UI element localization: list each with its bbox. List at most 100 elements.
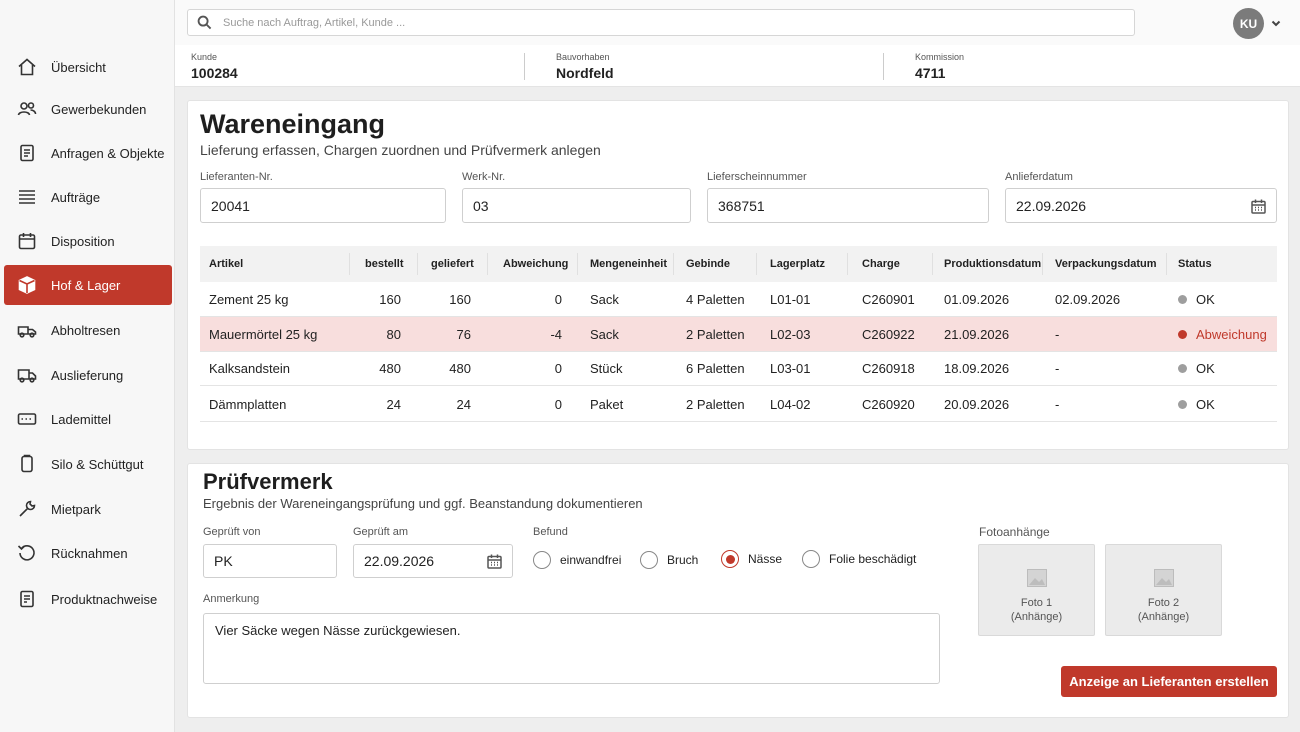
cell-gebinde: 2 Paletten (686, 327, 745, 342)
radio-label: Folie beschädigt (829, 552, 917, 566)
chevron-down-icon[interactable] (1270, 16, 1282, 28)
geprueft-von-value: PK (214, 553, 233, 569)
radio-label: Nässe (748, 552, 783, 566)
divider (417, 253, 418, 275)
column-header[interactable]: Charge (862, 258, 900, 270)
calendar-icon (17, 231, 37, 251)
sidebar-item-abholtresen[interactable]: Abholtresen (4, 310, 172, 350)
radio-circle[interactable] (533, 551, 551, 569)
context-value: 100284 (191, 65, 238, 81)
sidebar-item-gewerbekunden[interactable]: Gewerbekunden (4, 89, 172, 129)
column-header[interactable]: bestellt (365, 258, 404, 270)
radio-folie-beschaedigt[interactable]: Folie beschädigt (802, 550, 916, 568)
column-header[interactable]: Verpackungsdatum (1055, 258, 1157, 270)
column-header[interactable]: Mengeneinheit (590, 258, 668, 270)
sidebar-item-hof-lager[interactable]: Hof & Lager (4, 265, 172, 305)
column-header[interactable]: Lagerplatz (770, 258, 826, 270)
cell-geliefert: 160 (449, 292, 471, 307)
lieferschein-field[interactable]: 368751 (707, 188, 989, 223)
radio-circle[interactable] (640, 551, 658, 569)
context-value: 4711 (915, 65, 946, 81)
divider (1042, 253, 1043, 275)
cell-bestellt: 80 (386, 327, 401, 342)
column-header[interactable]: Abweichung (503, 258, 569, 270)
silo-icon (17, 454, 37, 474)
photo-attachment[interactable]: Foto 1 (Anhänge) (978, 544, 1095, 636)
radio-bruch[interactable]: Bruch (640, 551, 698, 569)
avatar[interactable]: KU (1233, 8, 1264, 39)
calendar-icon[interactable] (486, 553, 503, 570)
status-badge: Abweichung (1178, 317, 1267, 352)
divider (756, 253, 757, 275)
page-subtitle: Lieferung erfassen, Chargen zuordnen und… (200, 142, 601, 158)
pallet-icon (17, 409, 37, 429)
geprueft-am-field[interactable]: 22.09.2026 (353, 544, 513, 578)
werk-field[interactable]: 03 (462, 188, 691, 223)
context-label: Kunde (191, 52, 218, 62)
sidebar-item-label: Anfragen & Objekte (51, 145, 165, 161)
sidebar-item-ruecknahmen[interactable]: Rücknahmen (4, 533, 172, 573)
status-text: OK (1196, 361, 1215, 376)
return-icon (17, 543, 37, 563)
lieferant-field[interactable]: 20041 (200, 188, 446, 223)
cell-geliefert: 480 (449, 361, 471, 376)
table-header: Artikel bestellt geliefert Abweichung Me… (200, 246, 1277, 282)
sidebar-item-label: Aufträge (51, 189, 101, 205)
table-row[interactable]: Kalksandstein 480 480 0 Stück 6 Paletten… (200, 351, 1277, 386)
radio-circle[interactable] (802, 550, 820, 568)
photo-title: Foto 2 (1147, 597, 1180, 609)
cell-produktionsdatum: 01.09.2026 (944, 292, 1010, 307)
status-text: Abweichung (1196, 327, 1267, 342)
search-input[interactable] (223, 16, 1103, 29)
sidebar-item-mietpark[interactable]: Mietpark (4, 489, 172, 529)
geprueft-von-field[interactable]: PK (203, 544, 337, 578)
context-kommission: Kommission 4711 (915, 52, 964, 81)
sidebar-item-uebersicht[interactable]: Übersicht (4, 47, 172, 87)
table-row[interactable]: Zement 25 kg 160 160 0 Sack 4 Paletten L… (200, 282, 1277, 317)
sidebar-item-produktnachweise[interactable]: Produktnachweise (4, 579, 172, 619)
divider (577, 253, 578, 275)
sidebar-item-anfragen[interactable]: Anfragen & Objekte (4, 133, 172, 173)
cell-einheit: Paket (590, 397, 624, 412)
radio-circle-selected[interactable] (721, 550, 739, 568)
radio-label: Bruch (667, 553, 699, 567)
cell-produktionsdatum: 21.09.2026 (944, 327, 1010, 342)
divider (847, 253, 848, 275)
column-header[interactable]: geliefert (431, 258, 474, 270)
photo-attachment[interactable]: Foto 2 (Anhänge) (1105, 544, 1222, 636)
cell-abweichung: 0 (554, 397, 562, 412)
image-icon (1027, 569, 1047, 587)
anmerkung-textarea[interactable]: Vier Säcke wegen Nässe zurückgewiesen. (203, 613, 940, 684)
cell-charge: C260918 (862, 361, 915, 376)
create-notice-button[interactable]: Anzeige an Lieferanten erstellen (1061, 666, 1277, 697)
calendar-icon[interactable] (1250, 198, 1267, 215)
sidebar-item-auftraege[interactable]: Aufträge (4, 177, 172, 217)
table-row[interactable]: Mauermörtel 25 kg 80 76 -4 Sack 2 Palett… (200, 317, 1277, 352)
sidebar-item-disposition[interactable]: Disposition (4, 221, 172, 261)
sidebar: Übersicht Gewerbekunden Anfragen & Objek… (0, 0, 175, 732)
sidebar-item-lademittel[interactable]: Lademittel (4, 399, 172, 439)
anlieferdatum-field[interactable]: 22.09.2026 (1005, 188, 1277, 223)
cell-verpackungsdatum: - (1055, 361, 1060, 376)
column-header[interactable]: Status (1178, 258, 1212, 270)
context-kunde: Kunde 100284 (191, 52, 238, 81)
sidebar-item-auslieferung[interactable]: Auslieferung (4, 355, 172, 395)
column-header[interactable]: Artikel (209, 258, 244, 270)
radio-naesse[interactable]: Nässe (721, 550, 782, 568)
sidebar-item-label: Silo & Schüttgut (51, 456, 144, 472)
status-dot (1178, 364, 1187, 374)
geprueft-von-label: Geprüft von (203, 526, 261, 538)
table-row[interactable]: Dämmplatten 24 24 0 Paket 2 Paletten L04… (200, 387, 1277, 422)
sidebar-item-silo[interactable]: Silo & Schüttgut (4, 444, 172, 484)
divider (932, 253, 933, 275)
column-header[interactable]: Gebinde (686, 258, 731, 270)
sidebar-item-label: Übersicht (51, 59, 106, 75)
radio-einwandfrei[interactable]: einwandfrei (533, 551, 621, 569)
certificate-icon (17, 589, 37, 609)
cell-einheit: Sack (590, 292, 619, 307)
cell-produktionsdatum: 18.09.2026 (944, 361, 1010, 376)
cell-charge: C260922 (862, 327, 915, 342)
column-header[interactable]: Produktionsdatum (944, 258, 1042, 270)
sidebar-item-label: Hof & Lager (51, 277, 121, 293)
search-box[interactable] (187, 9, 1135, 36)
